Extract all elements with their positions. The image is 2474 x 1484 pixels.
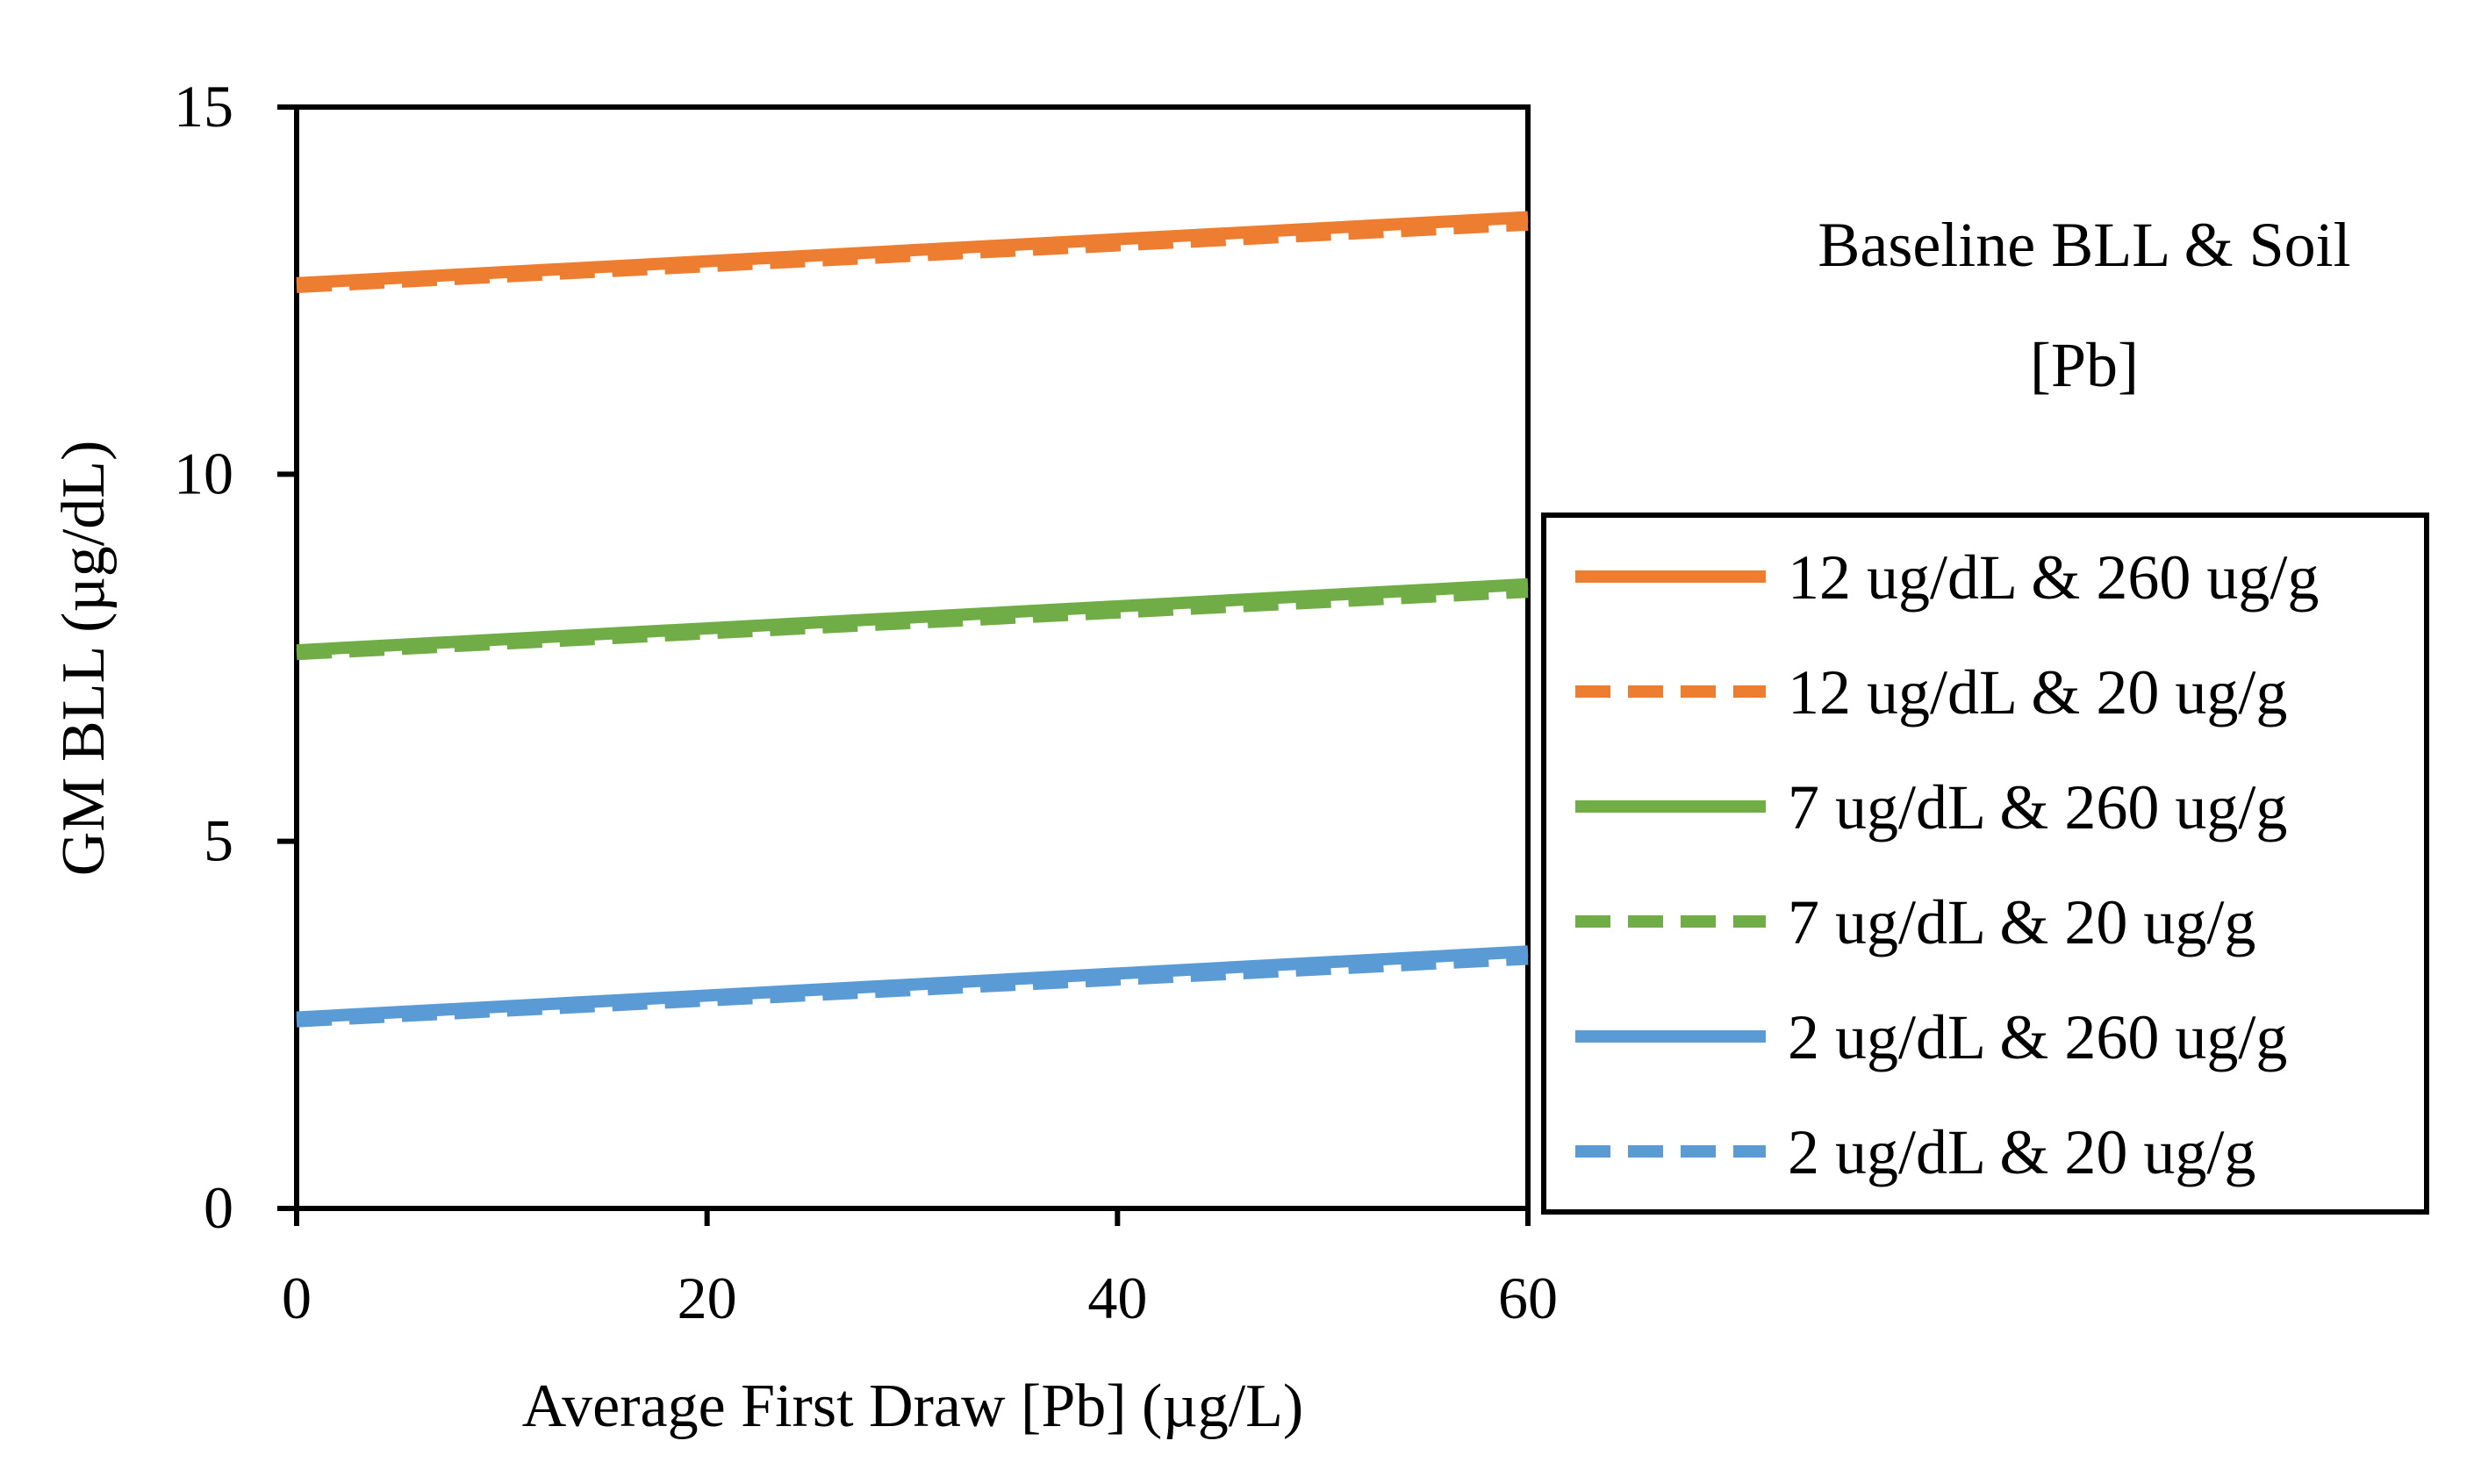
x-tick-label: 0 [282,1265,312,1331]
series-line-3 [296,577,1529,657]
legend-label-4: 7 ug/dL & 20 ug/g [1788,887,2255,957]
legend-label-2: 12 ug/dL & 20 ug/g [1788,657,2287,728]
series-line-4 [296,585,1529,661]
series-line-6 [296,952,1529,1028]
series-line-5 [296,945,1529,1024]
x-tick-label: 20 [678,1265,737,1331]
ticks-layer: 0 20 40 60 0 5 10 15 [174,73,1558,1331]
y-tick-label: 10 [174,440,233,506]
y-axis-title: GM BLL (µg/dL) [50,441,118,877]
legend-title-line-2: [Pb] [2030,330,2139,400]
y-tick-label: 15 [174,73,233,140]
legend-entries: 12 ug/dL & 260 ug/g 12 ug/dL & 20 ug/g 7 u… [1575,542,2319,1187]
series-layer [296,211,1529,1028]
x-axis-title: Average First Draw [Pb] (µg/L) [522,1373,1303,1440]
legend-title-line-1: Baseline BLL & Soil [1818,210,2350,280]
x-tick-label: 40 [1087,1265,1147,1331]
legend-box [1541,513,2429,1215]
series-line-2 [296,218,1529,293]
legend-label-5: 2 ug/dL & 260 ug/g [1788,1002,2287,1072]
plot-area-frame [294,104,1531,1211]
series-line-1 [296,211,1529,290]
y-tick-label: 5 [204,807,233,874]
legend-label-6: 2 ug/dL & 20 ug/g [1788,1117,2255,1187]
legend-label-1: 12 ug/dL & 260 ug/g [1788,542,2319,613]
legend-label-3: 7 ug/dL & 260 ug/g [1788,772,2287,842]
x-tick-label: 60 [1498,1265,1558,1331]
y-tick-label: 0 [204,1174,233,1241]
